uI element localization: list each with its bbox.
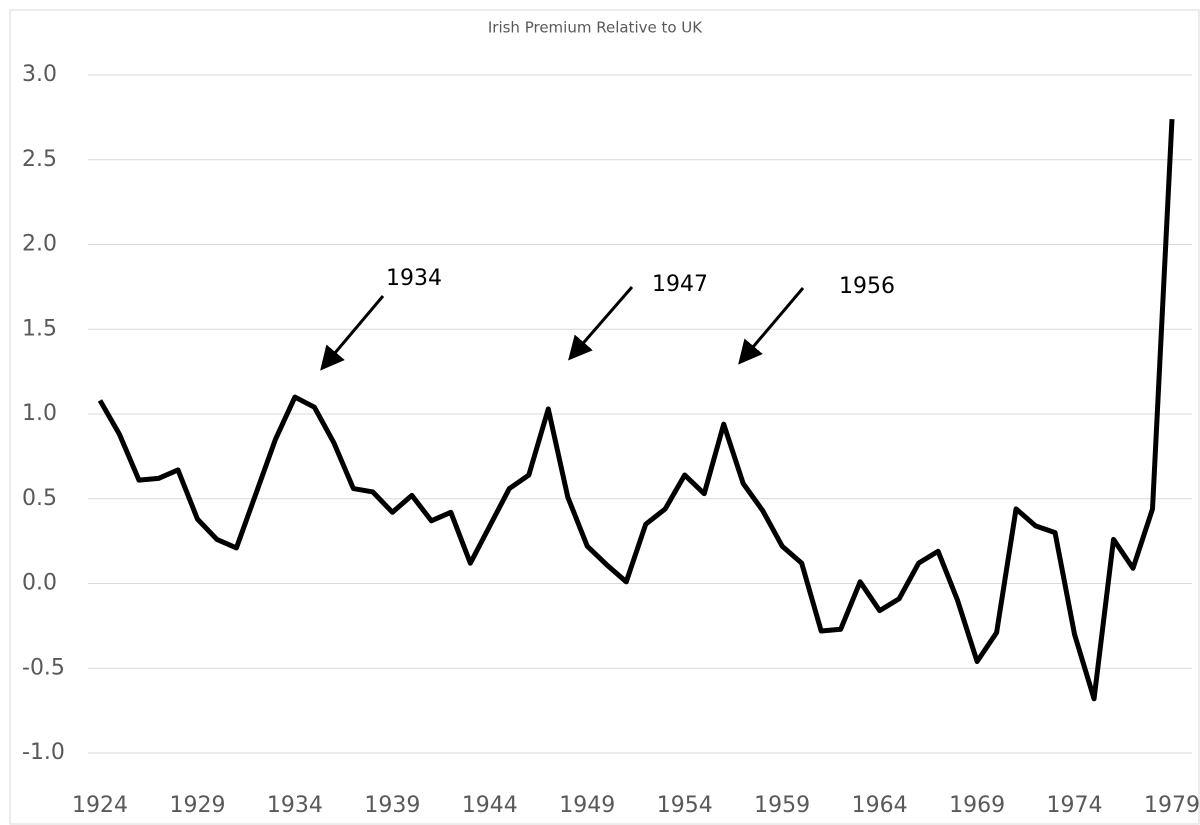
y-tick-label: 0.5 [22,486,57,511]
x-tick-label: 1974 [1047,793,1103,818]
x-tick-label: 1944 [462,793,518,818]
chart-frame [9,9,1200,825]
annotation-arrow [568,286,634,361]
annotation: 1956 [839,274,895,299]
chart-title: Irish Premium Relative to UK [488,19,703,37]
x-tick-label: 1954 [657,793,713,818]
x-tick-label: 1959 [754,793,810,818]
y-tick-label: 2.0 [22,232,57,257]
y-tick-label: 2.5 [22,147,57,172]
x-tick-label: 1939 [364,793,420,818]
x-tick-label: 1969 [949,793,1005,818]
y-tick-label: -0.5 [22,655,65,680]
annotation: 1947 [652,272,708,297]
y-tick-label: 1.5 [22,316,57,341]
x-tick-label: 1979 [1144,793,1200,818]
x-tick-label: 1934 [267,793,323,818]
y-tick-label: 0.0 [22,571,57,596]
y-tick-label: 1.0 [22,401,57,426]
annotation: 1934 [386,266,442,291]
data-line [97,118,1175,702]
x-tick-label: 1964 [852,793,908,818]
annotation-arrow [320,295,385,371]
y-tick-label: -1.0 [22,740,65,765]
x-tick-label: 1929 [169,793,225,818]
annotation-arrow [738,287,805,365]
x-tick-label: 1949 [559,793,615,818]
x-tick-label: 1924 [72,793,128,818]
y-tick-label: 3.0 [22,62,57,87]
